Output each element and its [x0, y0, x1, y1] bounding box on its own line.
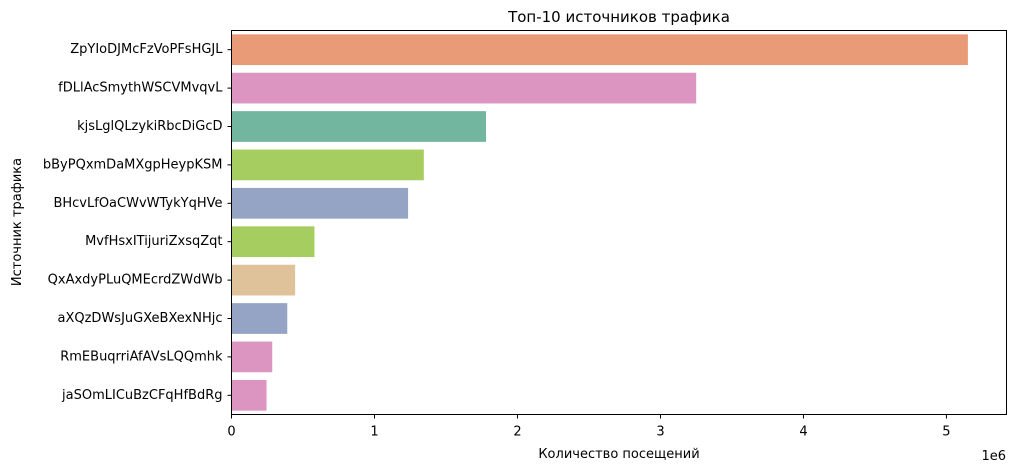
y-axis-ticks: ZpYIoDJMcFzVoPFsHGJL fDLlAcSmythWSCVMvqvL… — [43, 42, 232, 403]
x-tick-label-0: 0 — [227, 425, 235, 440]
x-tick-label-5: 5 — [942, 425, 950, 440]
y-tick-label-8: RmEBuqrriAfAVsLQQmhk — [60, 349, 223, 364]
y-tick-label-9: jaSOmLICuBzCFqHfBdRg — [61, 388, 222, 403]
bar-4 — [231, 187, 409, 219]
x-axis-ticks: 0 1 2 3 4 5 — [227, 414, 951, 440]
y-tick-label-6: QxAxdyPLuQMEcrdZWdWb — [48, 273, 223, 288]
bar-6 — [231, 264, 296, 296]
y-tick-label-0: ZpYIoDJMcFzVoPFsHGJL — [70, 42, 223, 57]
bars-group — [231, 34, 968, 411]
y-tick-label-1: fDLlAcSmythWSCVMvqvL — [58, 81, 223, 96]
y-tick-label-4: BHcvLfOaCWvWTykYqHVe — [53, 196, 222, 211]
bar-3 — [231, 149, 424, 181]
bar-7 — [231, 303, 288, 334]
chart-title: Топ-10 источников трафика — [507, 8, 730, 26]
bar-2 — [231, 111, 487, 142]
plot-frame — [231, 30, 1007, 415]
x-axis-scale-label: 1e6 — [981, 449, 1006, 464]
x-tick-label-4: 4 — [799, 425, 807, 440]
x-axis-label: Количество посещений — [538, 447, 699, 462]
x-tick-label-1: 1 — [370, 425, 378, 440]
bar-9 — [231, 379, 267, 411]
bar-0 — [231, 34, 968, 66]
y-tick-label-5: MvfHsxITijuriZxsqZqt — [85, 234, 222, 249]
bar-8 — [231, 341, 273, 373]
x-tick-label-3: 3 — [656, 425, 664, 440]
bar-1 — [231, 72, 697, 104]
x-tick-label-2: 2 — [513, 425, 521, 440]
y-tick-label-7: aXQzDWsJuGXeBXexNHjc — [58, 311, 223, 326]
bar-5 — [231, 226, 315, 258]
y-axis-label: Источник трафика — [10, 158, 25, 286]
y-tick-label-3: bByPQxmDaMXgpHeypKSM — [43, 157, 223, 172]
y-tick-label-2: kjsLglQLzykiRbcDiGcD — [77, 119, 222, 134]
